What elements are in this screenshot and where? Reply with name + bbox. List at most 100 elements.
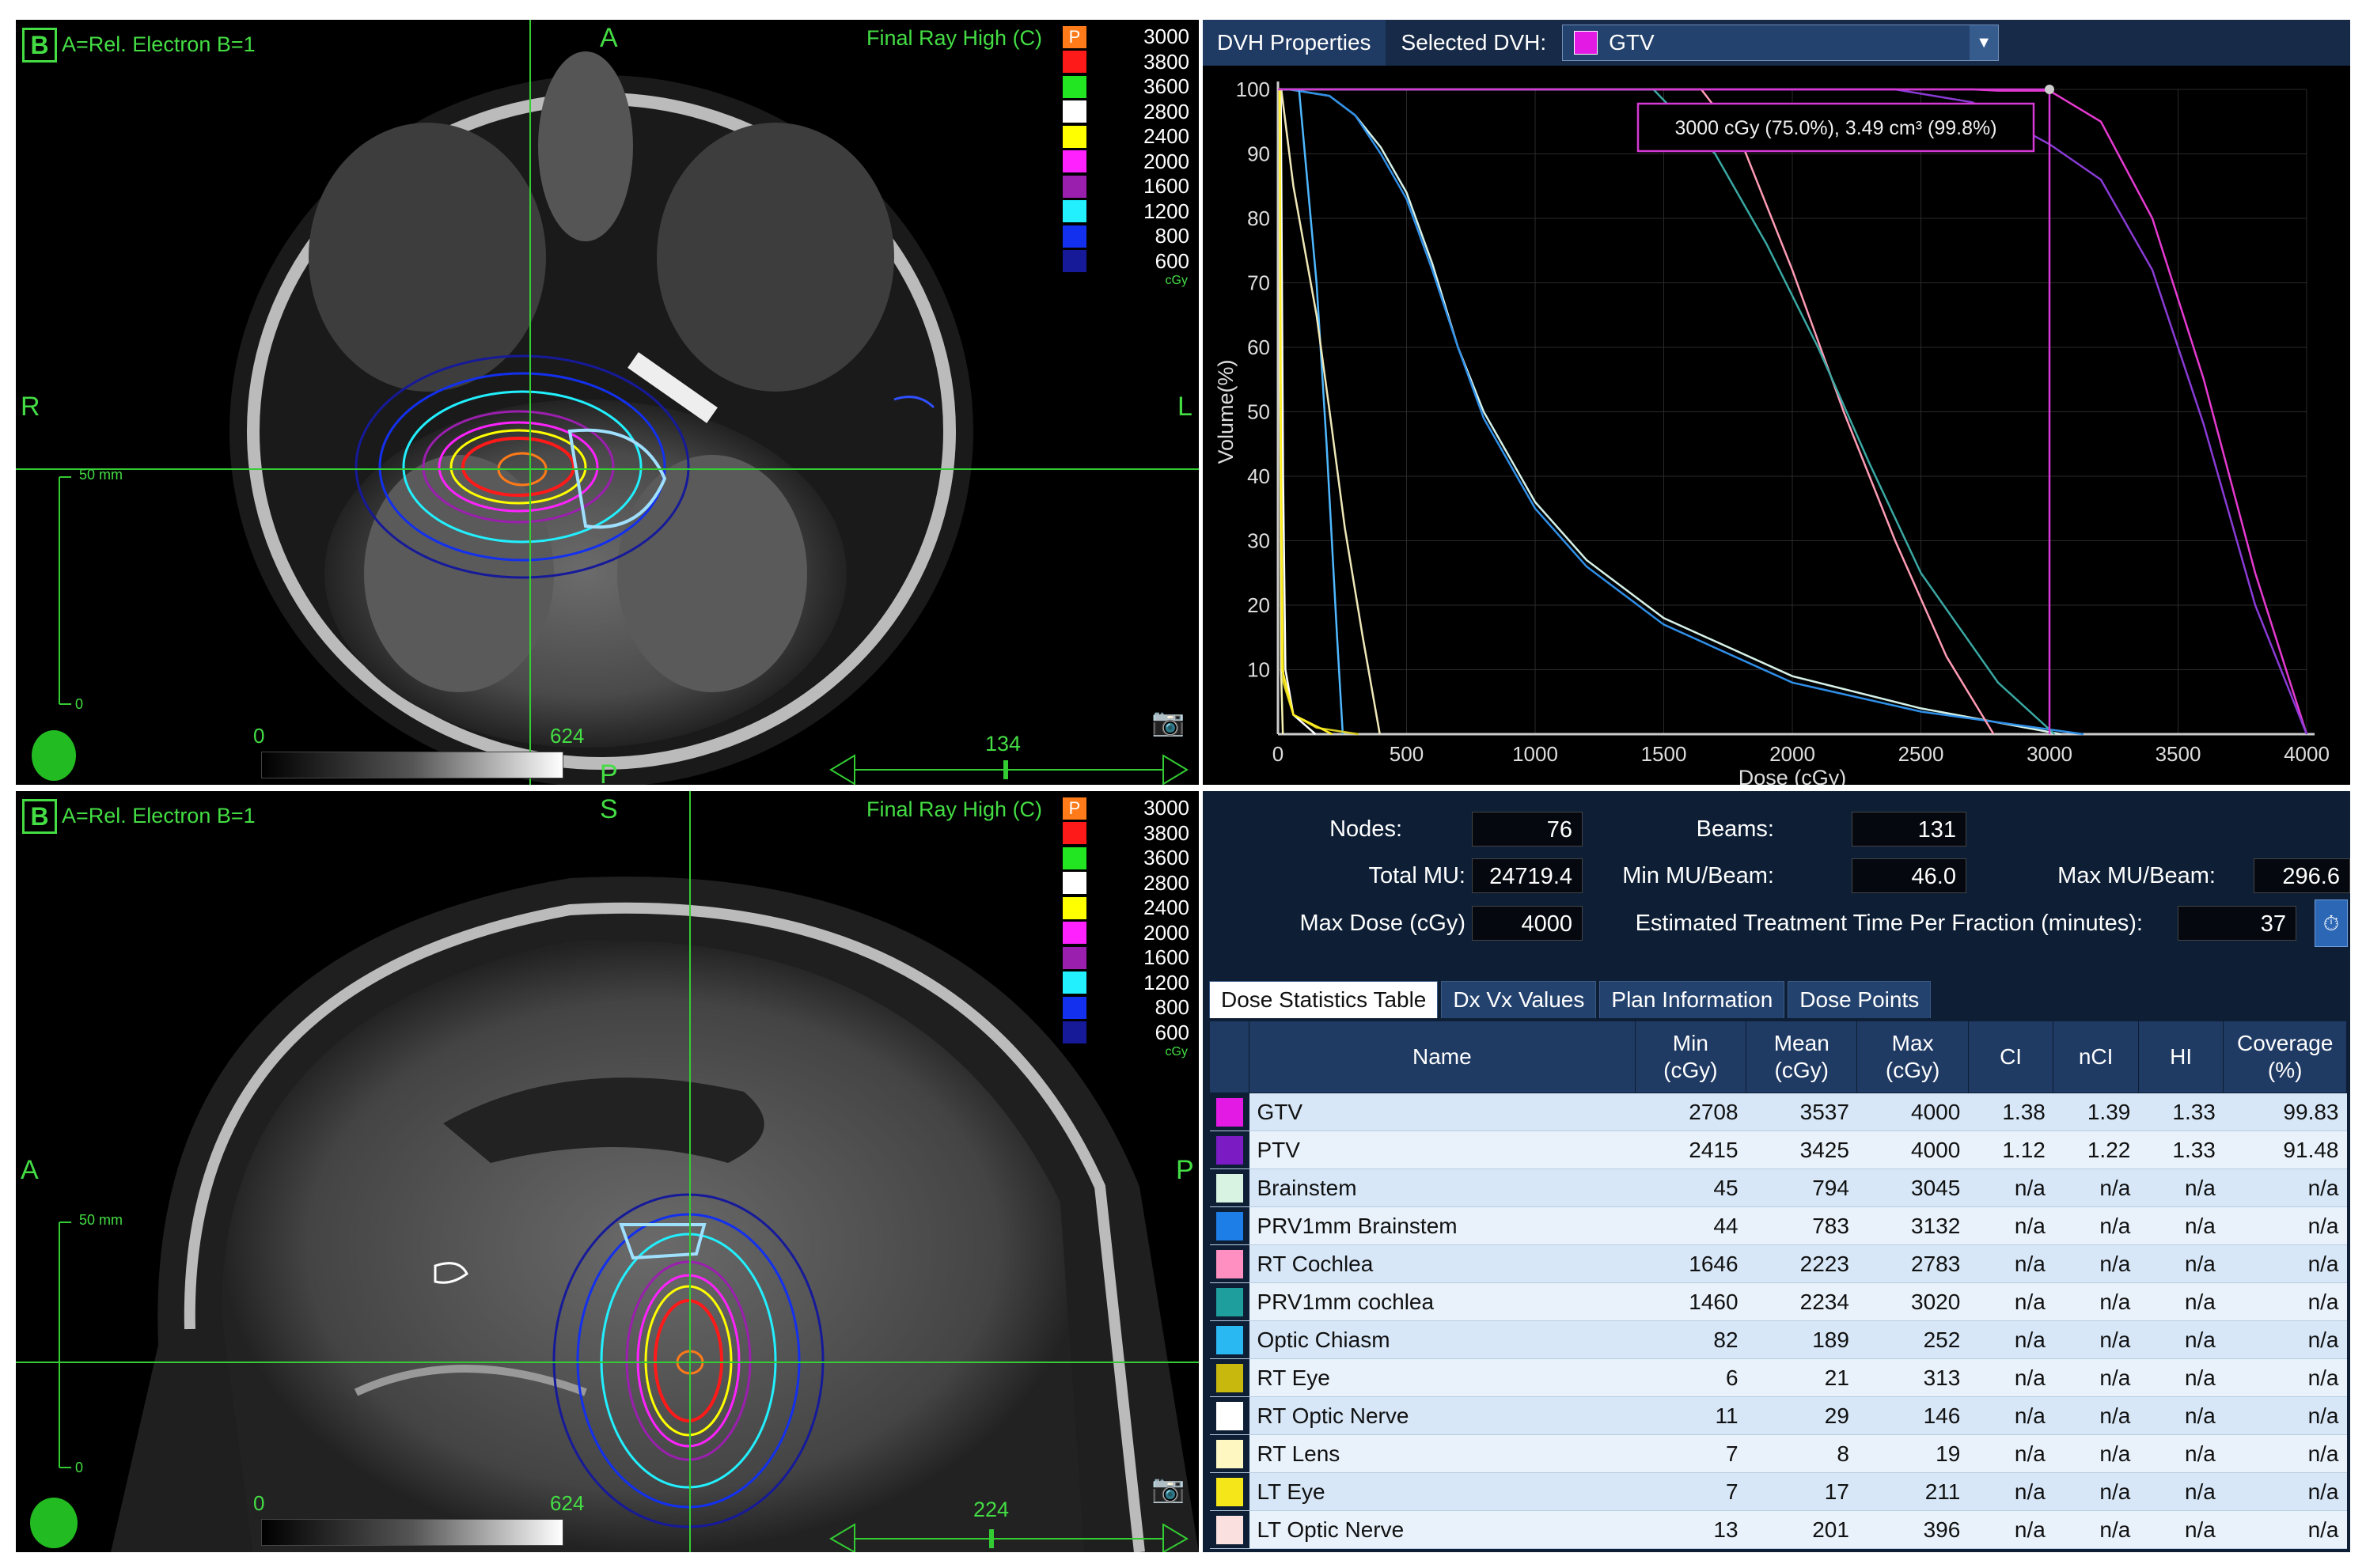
table-row[interactable]: RT Cochlea 1646 2223 2783 n/a n/a n/a n/a — [1209, 1244, 2347, 1283]
name-cell: PRV1mm cochlea — [1249, 1282, 1636, 1321]
structure-color-cell — [1209, 1206, 1249, 1245]
header-line: Coverage — [2236, 1031, 2334, 1055]
y-tick-label: 50 — [1247, 400, 1270, 424]
min-mu-value: 46.0 — [1852, 858, 1966, 893]
stopwatch-icon[interactable]: ⏱ — [2315, 900, 2348, 947]
nci-cell: n/a — [2053, 1358, 2139, 1397]
hi-cell: n/a — [2138, 1358, 2224, 1397]
structure-color-cell — [1209, 1131, 1249, 1169]
sagittal-view[interactable]: B A=Rel. Electron B=1 S A P Final Ray Hi… — [16, 791, 1199, 1552]
dvh-series-line — [1278, 88, 2084, 736]
ci-column-header[interactable]: CI — [1967, 1021, 2054, 1093]
structure-color-swatch — [1215, 1287, 1243, 1316]
camera-icon[interactable]: 📷 — [1151, 707, 1185, 737]
header-line: (cGy) — [1663, 1058, 1718, 1082]
nci-cell: n/a — [2053, 1510, 2139, 1549]
table-row[interactable]: GTV 2708 3537 4000 1.38 1.39 1.33 99.83 — [1209, 1093, 2347, 1131]
coverage-cell: n/a — [2223, 1206, 2347, 1245]
hi-cell: n/a — [2138, 1244, 2224, 1283]
colorbar-swatch: P — [1063, 797, 1086, 820]
structure-color-swatch — [1215, 1401, 1243, 1430]
table-row[interactable]: RT Optic Nerve 11 29 146 n/a n/a n/a n/a — [1209, 1396, 2347, 1435]
tab-dose-points[interactable]: Dose Points — [1788, 981, 1932, 1018]
selected-dvh-dropdown[interactable]: GTV ▼ — [1562, 25, 2000, 61]
window-level-bar[interactable] — [261, 752, 563, 778]
tab-plan-information[interactable]: Plan Information — [1599, 981, 1785, 1018]
structure-color-cell — [1209, 1510, 1249, 1549]
ci-cell: n/a — [1968, 1244, 2053, 1283]
view-label-badge: B — [22, 799, 57, 834]
name-cell: PRV1mm Brainstem — [1249, 1206, 1636, 1245]
table-row[interactable]: Optic Chiasm 82 189 252 n/a n/a n/a n/a — [1209, 1320, 2347, 1359]
ci-cell: n/a — [1968, 1358, 2053, 1397]
x-tick-label: 2000 — [1769, 742, 1815, 766]
hi-cell: n/a — [2138, 1396, 2224, 1435]
name-cell: RT Lens — [1249, 1434, 1636, 1473]
window-level-bar[interactable] — [261, 1519, 563, 1546]
x-tick-label: 1500 — [1641, 742, 1687, 766]
colorbar-swatch — [1063, 250, 1086, 273]
nci-cell: n/a — [2053, 1244, 2139, 1283]
dvh-chart[interactable]: 0 500 1000 1500 2000 2500 3000 3500 4000 10 20 30 40… — [1203, 66, 2350, 785]
axial-view[interactable]: B A=Rel. Electron B=1 A R L P Final Ray … — [16, 20, 1199, 785]
chevron-down-icon[interactable]: ▼ — [1970, 25, 1999, 60]
x-tick-label: 3500 — [2156, 742, 2201, 766]
min-cell: 2708 — [1635, 1093, 1746, 1131]
mean-cell: 21 — [1746, 1358, 1857, 1397]
structure-color-swatch — [1215, 1325, 1243, 1354]
table-row[interactable]: PRV1mm cochlea 1460 2234 3020 n/a n/a n/a n/a — [1209, 1282, 2347, 1321]
table-row[interactable]: LT Eye 7 17 211 n/a n/a n/a n/a — [1209, 1472, 2347, 1511]
name-cell: RT Eye — [1249, 1358, 1636, 1397]
max-column-header[interactable]: Max (cGy) — [1856, 1021, 1969, 1093]
nci-column-header[interactable]: nCI — [2053, 1021, 2139, 1093]
table-row[interactable]: RT Lens 7 8 19 n/a n/a n/a n/a — [1209, 1434, 2347, 1473]
plan-statistics-panel: Nodes: 76 Beams: 131 Total MU: 24719.4 M… — [1203, 791, 2350, 1552]
y-tick-label: 70 — [1247, 271, 1270, 295]
mean-cell: 794 — [1746, 1168, 1857, 1207]
table-row[interactable]: PRV1mm Brainstem 44 783 3132 n/a n/a n/a n/a — [1209, 1206, 2347, 1245]
table-row[interactable]: Brainstem 45 794 3045 n/a n/a n/a n/a — [1209, 1168, 2347, 1207]
colorbar-value: 600 — [1155, 1020, 1189, 1044]
min-column-header[interactable]: Min (cGy) — [1634, 1021, 1747, 1093]
max-dose-label: Max Dose (cGy) — [1299, 911, 1465, 936]
table-row[interactable]: RT Eye 6 21 313 n/a n/a n/a n/a — [1209, 1358, 2347, 1397]
min-cell: 13 — [1635, 1510, 1746, 1549]
table-row[interactable]: LT Optic Nerve 13 201 396 n/a n/a n/a n/a — [1209, 1510, 2347, 1549]
ci-cell: n/a — [1968, 1206, 2053, 1245]
dvh-properties-tab[interactable]: DVH Properties — [1203, 20, 1386, 66]
header-line: (cGy) — [1774, 1058, 1829, 1082]
camera-icon[interactable]: 📷 — [1151, 1474, 1185, 1504]
scale-bottom-label: 0 — [75, 1460, 84, 1475]
coverage-cell: n/a — [2223, 1244, 2347, 1283]
axial-mri-image — [16, 20, 1199, 785]
tab-dose-statistics-table[interactable]: Dose Statistics Table — [1209, 981, 1439, 1018]
hi-column-header[interactable]: HI — [2137, 1021, 2224, 1093]
colorbar-value: 3600 — [1143, 846, 1189, 870]
colorbar-value: 2400 — [1143, 896, 1189, 920]
ci-cell: n/a — [1968, 1396, 2053, 1435]
max-cell: 252 — [1856, 1320, 1969, 1359]
hi-cell: n/a — [2138, 1282, 2224, 1321]
colorbar-swatch — [1063, 971, 1086, 994]
y-tick-label: 10 — [1247, 658, 1270, 682]
coverage-column-header[interactable]: Coverage (%) — [2223, 1021, 2347, 1093]
stats-tabs: Dose Statistics Table Dx Vx Values Plan … — [1209, 981, 1934, 1018]
dvh-series-line — [1278, 88, 1381, 735]
ci-cell: n/a — [1968, 1320, 2053, 1359]
max-cell: 4000 — [1856, 1131, 1969, 1169]
max-cell: 211 — [1856, 1472, 1969, 1511]
mean-cell: 8 — [1746, 1434, 1857, 1473]
name-cell: RT Cochlea — [1249, 1244, 1636, 1283]
treatment-time-label: Estimated Treatment Time Per Fraction (m… — [1635, 911, 2143, 936]
name-column-header[interactable]: Name — [1249, 1021, 1636, 1093]
table-row[interactable]: PTV 2415 3425 4000 1.12 1.22 1.33 91.48 — [1209, 1131, 2347, 1169]
colorbar-swatch — [1063, 922, 1086, 945]
mean-column-header[interactable]: Mean (cGy) — [1746, 1021, 1858, 1093]
y-tick-label: 90 — [1247, 142, 1270, 166]
min-cell: 82 — [1635, 1320, 1746, 1359]
tab-dx-vx-values[interactable]: Dx Vx Values — [1441, 981, 1597, 1018]
total-mu-value: 24719.4 — [1472, 858, 1583, 893]
max-cell: 3020 — [1856, 1282, 1969, 1321]
y-axis-label: Volume(%) — [1214, 359, 1238, 464]
colorbar-unit: cGy — [1165, 1045, 1188, 1059]
